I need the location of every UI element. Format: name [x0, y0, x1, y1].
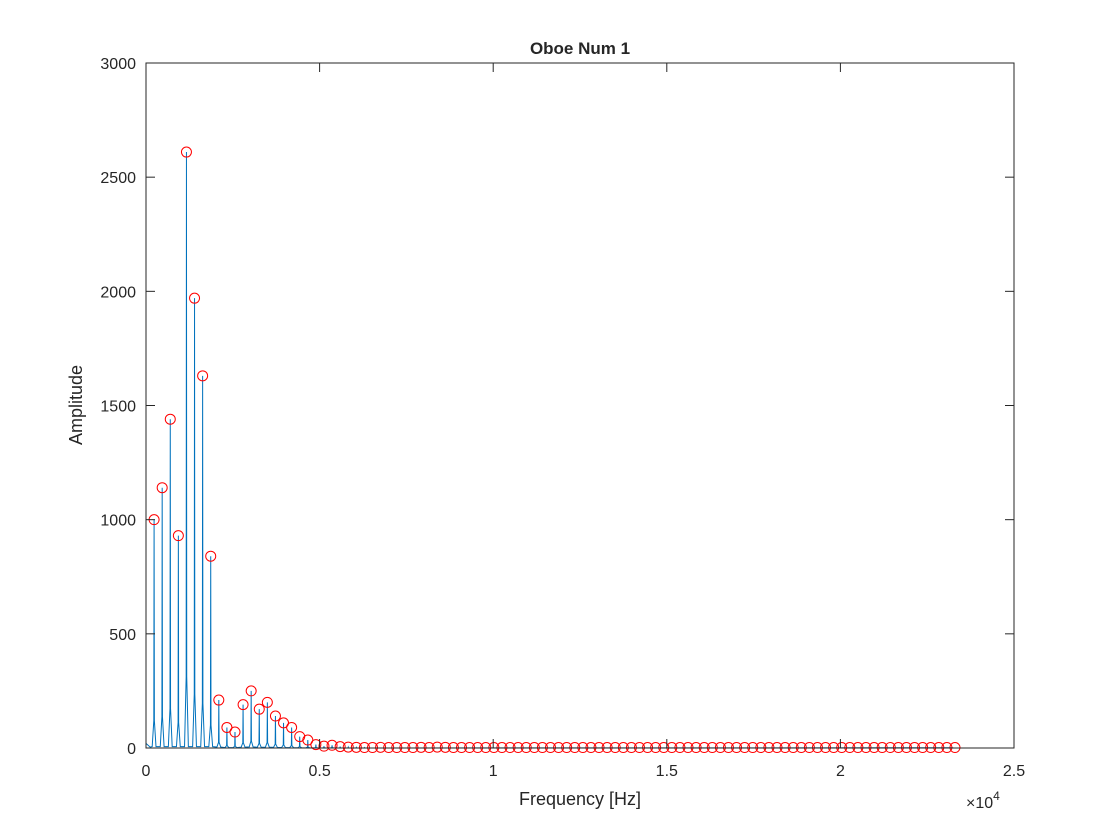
y-tick-label: 1000: [100, 513, 136, 530]
peak-marker: [237, 699, 249, 711]
y-axis-label: Amplitude: [66, 365, 86, 445]
x-tick-label: 2: [836, 763, 845, 780]
y-tick-label: 500: [109, 627, 136, 644]
x-axis-label: Frequency [Hz]: [519, 789, 641, 809]
peak-marker: [213, 694, 225, 706]
peak-marker: [253, 703, 265, 715]
x-tick-label: 2.5: [1003, 763, 1025, 780]
plot-area: [145, 152, 954, 749]
peak-marker: [245, 685, 257, 697]
peak-marker: [156, 482, 168, 494]
peak-marker: [439, 741, 451, 753]
peak-marker: [172, 530, 184, 542]
peak-marker: [350, 741, 362, 753]
peak-marker: [180, 146, 192, 158]
x-tick-label: 0.5: [308, 763, 330, 780]
x-axis-exponent-power: 4: [993, 789, 1000, 803]
peak-marker: [205, 550, 217, 562]
chart-title: Oboe Num 1: [530, 39, 630, 58]
peak-marker: [197, 370, 209, 382]
peak-marker: [431, 741, 443, 753]
peak-marker: [334, 741, 346, 753]
peak-marker: [269, 710, 281, 722]
peak-marker: [415, 741, 427, 753]
y-axis: 0 500 1000 1500 2000 2500 3000: [100, 56, 1014, 758]
peak-marker: [302, 734, 314, 746]
x-tick-label: 0: [142, 763, 151, 780]
x-axis-exponent-base: ×10: [966, 795, 993, 812]
peak-marker: [318, 740, 330, 752]
x-tick-label: 1: [489, 763, 498, 780]
peak-marker: [342, 741, 354, 753]
y-tick-label: 3000: [100, 56, 136, 73]
y-tick-label: 2000: [100, 284, 136, 301]
x-axis-exponent: ×104: [966, 789, 1000, 812]
y-tick-label: 1500: [100, 399, 136, 416]
peak-marker: [261, 696, 273, 708]
x-tick-label: 1.5: [656, 763, 678, 780]
axes-background: [146, 63, 1014, 748]
peak-marker: [278, 717, 290, 729]
y-tick-label: 0: [127, 741, 136, 758]
y-tick-label: 2500: [100, 170, 136, 187]
peak-marker: [375, 741, 387, 753]
peak-marker: [310, 739, 322, 751]
peak-marker: [326, 739, 338, 751]
x-axis: 0 0.5 1 1.5 2 2.5: [142, 63, 1025, 780]
spectrum-line: [145, 152, 954, 749]
peak-marker: [164, 413, 176, 425]
peak-marker: [286, 721, 298, 733]
peak-marker: [221, 721, 233, 733]
peak-marker: [189, 292, 201, 304]
peak-marker: [229, 726, 241, 738]
